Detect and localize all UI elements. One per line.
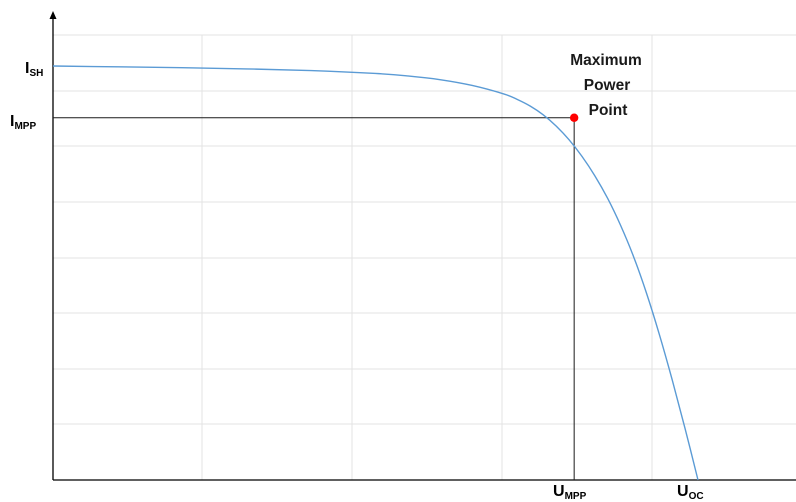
ish-label: ISH [25,60,43,79]
y-axis-arrow [49,11,57,19]
iv-curve-line [52,65,699,481]
umpp-label: UMPP [553,483,587,502]
mpp-annotation-line-3: Point [589,102,628,119]
grid [53,34,796,480]
uoc-label: UOC [677,483,704,502]
mpp-marker [569,113,579,122]
mpp-annotation-line-2: Power [584,77,631,94]
impp-label: IMPP [10,113,36,132]
mpp-annotation-line-1: Maximum [570,52,642,69]
